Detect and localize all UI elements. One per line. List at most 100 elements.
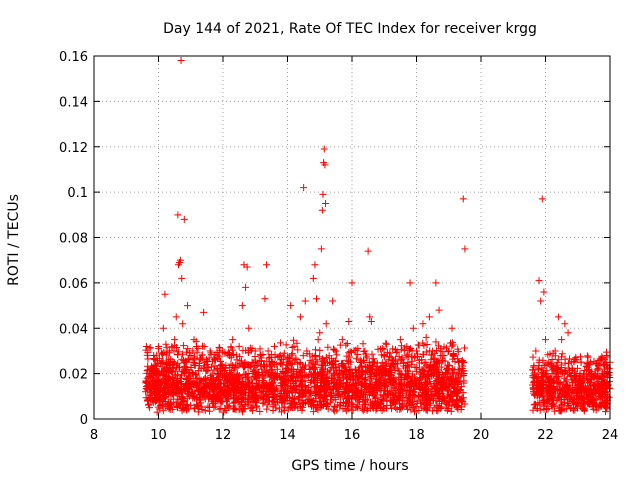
data-point	[603, 385, 611, 393]
data-point	[387, 365, 395, 373]
data-point	[292, 355, 300, 363]
y-tick-label: 0	[80, 413, 88, 428]
data-point	[415, 356, 423, 364]
data-point	[344, 405, 352, 413]
data-point	[168, 386, 176, 394]
data-point	[175, 386, 183, 394]
data-point	[195, 405, 203, 413]
data-point	[448, 397, 456, 405]
data-point	[562, 378, 570, 386]
data-point	[271, 374, 279, 382]
data-point	[144, 355, 152, 363]
data-point	[171, 336, 179, 344]
data-point	[442, 370, 450, 378]
data-point	[240, 389, 248, 397]
data-point	[557, 353, 565, 361]
data-point	[529, 353, 537, 361]
data-point	[177, 392, 185, 400]
data-point	[182, 358, 190, 366]
data-point	[196, 356, 204, 364]
data-point	[142, 383, 150, 391]
data-point	[445, 387, 453, 395]
data-point	[596, 361, 604, 369]
data-point	[264, 401, 272, 409]
data-point	[553, 380, 561, 388]
data-point	[272, 384, 280, 392]
data-point	[164, 380, 172, 388]
data-point	[157, 360, 165, 368]
data-point	[451, 401, 459, 409]
data-point	[245, 324, 253, 332]
data-point	[251, 394, 259, 402]
data-point	[352, 355, 360, 363]
data-point	[204, 363, 212, 371]
data-point	[229, 391, 237, 399]
data-point	[263, 405, 271, 413]
data-point	[146, 344, 154, 352]
data-point	[289, 373, 297, 381]
data-point	[203, 361, 211, 369]
data-point	[369, 403, 377, 411]
data-point	[213, 392, 221, 400]
data-point	[243, 263, 251, 271]
data-point	[420, 342, 428, 350]
data-point	[241, 405, 249, 413]
data-point	[409, 324, 417, 332]
data-point	[160, 348, 168, 356]
data-point	[432, 279, 440, 287]
data-point	[192, 394, 200, 402]
data-point	[342, 399, 350, 407]
data-point	[338, 336, 346, 344]
data-point	[316, 401, 324, 409]
data-point	[392, 404, 400, 412]
data-point	[259, 390, 267, 398]
data-point	[394, 393, 402, 401]
data-point	[182, 348, 190, 356]
data-point	[143, 351, 151, 359]
data-point	[359, 340, 367, 348]
data-point	[454, 402, 462, 410]
data-point	[435, 374, 443, 382]
data-point	[247, 363, 255, 371]
data-point	[176, 374, 184, 382]
data-point	[594, 364, 602, 372]
data-point	[350, 346, 358, 354]
data-point	[548, 370, 556, 378]
data-point	[392, 349, 400, 357]
data-point	[437, 345, 445, 353]
data-point	[384, 372, 392, 380]
data-point	[458, 394, 466, 402]
data-point	[404, 351, 412, 359]
data-point	[246, 362, 254, 370]
data-point	[429, 370, 437, 378]
data-point	[209, 400, 217, 408]
data-point	[332, 347, 340, 355]
data-point	[184, 390, 192, 398]
data-point	[348, 279, 356, 287]
data-point	[222, 361, 230, 369]
data-point	[380, 351, 388, 359]
data-point	[312, 356, 320, 364]
data-point	[156, 402, 164, 410]
data-point	[339, 393, 347, 401]
data-point	[461, 245, 469, 253]
data-point	[150, 351, 158, 359]
data-point	[155, 391, 163, 399]
data-point	[378, 395, 386, 403]
data-point	[213, 375, 221, 383]
data-point	[419, 386, 427, 394]
data-point	[539, 356, 547, 364]
data-point	[413, 347, 420, 355]
data-point	[190, 388, 198, 396]
data-point	[296, 368, 304, 376]
data-point	[566, 355, 574, 363]
data-point	[460, 344, 468, 352]
data-point	[420, 360, 428, 368]
data-point	[372, 394, 380, 402]
data-point	[196, 388, 204, 396]
data-point	[448, 342, 456, 350]
data-point	[230, 399, 238, 407]
data-point	[196, 379, 204, 387]
data-point	[459, 195, 467, 203]
